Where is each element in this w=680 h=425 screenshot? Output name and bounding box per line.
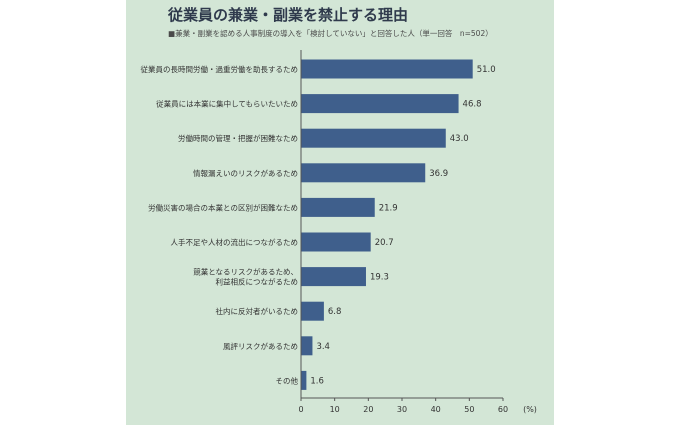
- value-label: 43.0: [450, 134, 469, 144]
- category-label: 従業員の長時間労働・過重労働を助長するため: [141, 64, 299, 74]
- category-label: 風評リスクがあるため: [223, 341, 298, 351]
- bar: [301, 267, 366, 287]
- value-label: 46.8: [463, 100, 482, 110]
- x-tick-label: 60: [498, 405, 508, 414]
- x-tick-label: 50: [464, 405, 474, 414]
- bar: [301, 232, 371, 252]
- value-label: 3.4: [316, 342, 330, 352]
- bar: [301, 59, 473, 79]
- bar: [301, 94, 459, 114]
- category-label: 労働時間の管理・把握が困難なため: [178, 133, 298, 143]
- bar: [301, 370, 307, 390]
- category-label: 人手不足や人材の流出につながるため: [171, 237, 299, 247]
- category-label: 利益相反につながるため: [216, 277, 299, 287]
- x-tick-label: 30: [397, 405, 407, 414]
- bar: [301, 128, 446, 148]
- chart-title: 従業員の兼業・副業を禁止する理由: [168, 6, 409, 24]
- bar: [301, 197, 375, 217]
- category-label: 社内に反対者がいるため: [216, 306, 299, 316]
- category-label: 競業となるリスクがあるため、: [193, 267, 298, 277]
- value-label: 20.7: [375, 238, 394, 248]
- bar: [301, 336, 313, 356]
- bar: [301, 163, 426, 183]
- category-label: 従業員には本業に集中してもらいたいため: [156, 99, 298, 109]
- value-label: 36.9: [429, 169, 448, 179]
- x-tick-label: 10: [330, 405, 340, 414]
- x-unit-label: (%): [523, 405, 537, 414]
- value-label: 6.8: [328, 307, 342, 317]
- x-tick-label: 40: [431, 405, 441, 414]
- x-tick-label: 0: [298, 405, 303, 414]
- value-label: 1.6: [310, 376, 324, 386]
- value-label: 51.0: [477, 65, 496, 75]
- value-label: 19.3: [370, 273, 389, 283]
- bar: [301, 301, 324, 321]
- category-label: 情報漏えいのリスクがあるため: [193, 168, 298, 178]
- x-tick-label: 20: [363, 405, 373, 414]
- category-label: 労働災害の場合の本業との区別が困難なため: [148, 202, 298, 212]
- category-label: その他: [276, 375, 299, 385]
- value-label: 21.9: [379, 203, 398, 213]
- chart-subtitle: ■兼業・副業を認める人事制度の導入を「検討していない」と回答した人（単一回答 n…: [168, 29, 493, 38]
